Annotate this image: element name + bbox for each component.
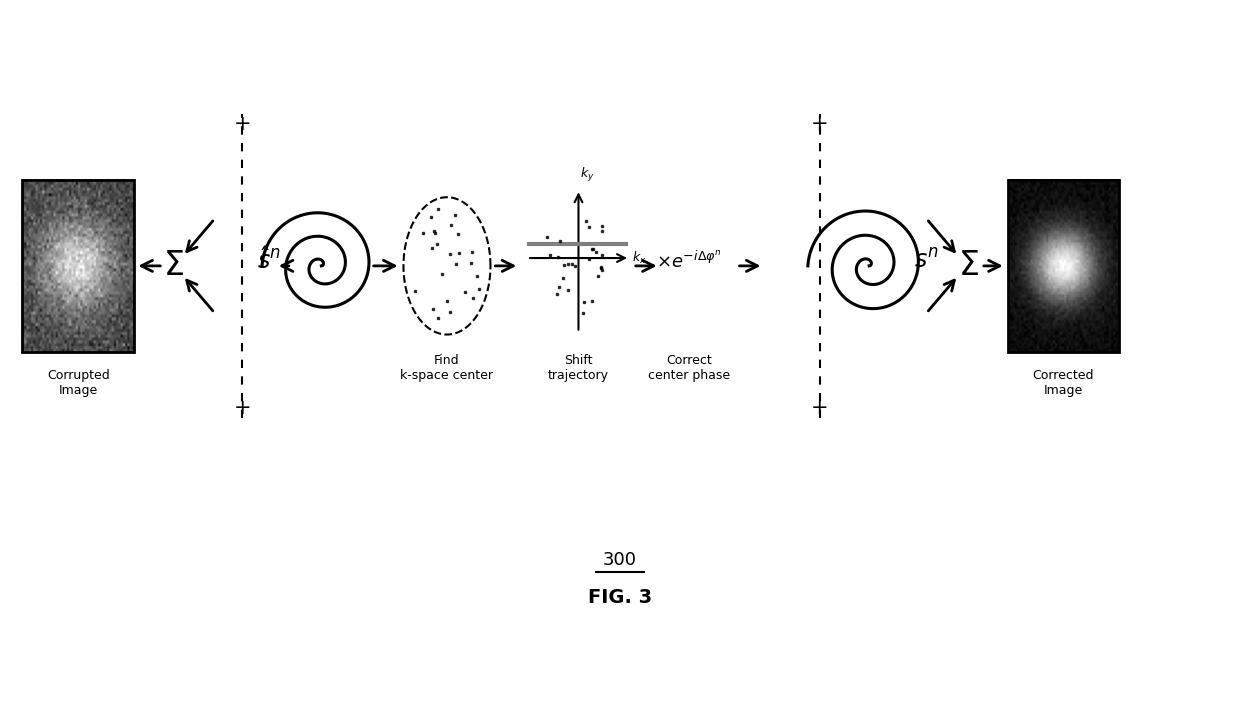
Text: $\Sigma$: $\Sigma$ [162,249,184,282]
Bar [22,180,134,352]
Text: FIG. 3: FIG. 3 [588,588,652,607]
Text: +: + [233,398,250,418]
Text: +: + [811,398,828,418]
Text: $\Sigma$: $\Sigma$ [957,249,978,282]
Text: Corrected
Image: Corrected Image [1033,369,1094,397]
Text: Find
k-space center: Find k-space center [401,354,494,382]
Text: $s^n$: $s^n$ [914,249,939,273]
Text: $\times e^{-i\Delta\varphi^n}$: $\times e^{-i\Delta\varphi^n}$ [656,251,722,272]
Text: $k_x$: $k_x$ [632,250,646,266]
Bar [1008,180,1120,352]
Text: Corrupted
Image: Corrupted Image [47,369,109,397]
Text: +: + [811,114,828,134]
Text: 300: 300 [603,551,637,569]
Text: $k_y$: $k_y$ [580,167,595,185]
Text: +: + [233,114,250,134]
Text: $\hat{s}^n$: $\hat{s}^n$ [257,248,281,274]
Text: Shift
trajectory: Shift trajectory [548,354,609,382]
Text: Correct
center phase: Correct center phase [649,354,730,382]
